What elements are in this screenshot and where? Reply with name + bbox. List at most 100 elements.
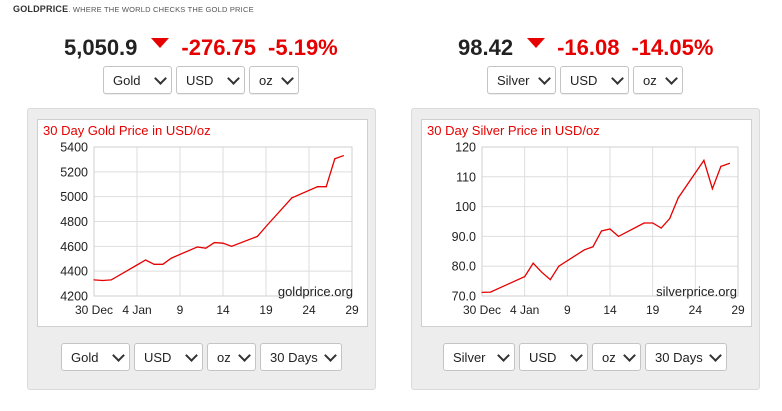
y-tick-label: 5200 — [60, 165, 88, 179]
chevron-down-icon — [227, 71, 240, 85]
x-tick-label: 24 — [689, 303, 703, 317]
data-point — [205, 247, 207, 249]
data-point — [524, 276, 526, 278]
chevron-down-icon — [324, 348, 337, 362]
data-point — [231, 245, 233, 247]
x-tick-label: 4 Jan — [122, 303, 151, 317]
down-triangle-icon — [151, 38, 170, 48]
chevron-down-icon — [709, 348, 722, 362]
chevron-down-icon — [112, 348, 125, 362]
gold-bottom-selects: Gold USD oz 30 Days — [61, 343, 346, 371]
data-point — [532, 262, 534, 264]
data-point — [265, 225, 267, 228]
range-select-value: 30 Days — [655, 349, 703, 365]
data-point — [325, 186, 327, 188]
silver-bottom-selects: Silver USD oz 30 Days — [443, 343, 731, 371]
x-tick-label: 9 — [177, 303, 184, 317]
currency-select[interactable]: USD — [176, 66, 245, 94]
range-select[interactable]: 30 Days — [645, 343, 727, 371]
data-point — [660, 227, 662, 229]
data-point — [617, 235, 620, 237]
y-tick-label: 4800 — [60, 215, 88, 229]
brand-tagline: . WHERE THE WORLD CHECKS THE GOLD PRICE — [68, 5, 254, 14]
x-tick-label: 19 — [259, 303, 273, 317]
currency-select[interactable]: USD — [134, 343, 203, 371]
chart-watermark: silverprice.org — [656, 284, 737, 299]
data-point — [342, 155, 344, 157]
data-point — [609, 228, 611, 230]
gold-ticker: 5,050.9 -276.75 -5.19% — [64, 34, 338, 62]
metal-select[interactable]: Silver — [487, 66, 556, 94]
metal-select[interactable]: Gold — [103, 66, 172, 94]
data-point — [549, 279, 551, 281]
plot-frame — [481, 146, 739, 297]
gold-chart: 30 Day Gold Price in USD/oz 4200 4400 4600… — [37, 119, 368, 327]
x-tick-label: 24 — [302, 303, 316, 317]
data-point — [652, 222, 654, 224]
x-tick-label: 14 — [603, 303, 617, 317]
currency-select[interactable]: USD — [519, 343, 588, 371]
data-point — [110, 279, 112, 281]
y-tick-label: 4400 — [60, 265, 88, 279]
silver-chart: 30 Day Silver Price in USD/oz 70.0 80.0 90… — [421, 119, 752, 327]
data-point — [93, 279, 95, 281]
unit-select[interactable]: oz — [207, 343, 256, 371]
silver-top-selects: Silver USD oz — [487, 66, 687, 94]
data-point — [489, 291, 492, 293]
unit-select[interactable]: oz — [249, 66, 299, 94]
x-tick-label: 29 — [345, 303, 359, 317]
data-point — [317, 186, 319, 188]
y-tick-label: 80.0 — [452, 260, 476, 274]
range-select[interactable]: 30 Days — [260, 343, 342, 371]
chevron-down-icon — [538, 71, 551, 85]
data-point — [102, 279, 104, 282]
silver-change: -16.08 — [557, 35, 620, 60]
metal-select-value: Gold — [71, 349, 99, 365]
x-tick-label: 30 Dec — [75, 303, 113, 317]
unit-select[interactable]: oz — [633, 66, 683, 94]
data-point — [583, 249, 585, 251]
chart-title: 30 Day Gold Price in USD/oz — [43, 123, 211, 138]
currency-select[interactable]: USD — [560, 66, 629, 94]
data-point — [728, 162, 731, 164]
y-tick-label: 4200 — [60, 290, 88, 304]
data-point — [669, 217, 671, 220]
data-point — [196, 246, 198, 248]
gold-change-pct: -5.19% — [268, 35, 338, 60]
metal-select[interactable]: Silver — [443, 343, 515, 371]
unit-select-value: oz — [259, 72, 273, 88]
metal-select-value: Silver — [497, 72, 530, 88]
metal-select[interactable]: Gold — [61, 343, 130, 371]
data-point — [153, 263, 155, 265]
chevron-down-icon — [281, 71, 294, 85]
y-tick-label: 110 — [456, 170, 476, 184]
data-point — [720, 165, 722, 167]
plot-frame — [93, 146, 353, 297]
chevron-down-icon — [238, 348, 251, 362]
brand-header: GOLDPRICE. WHERE THE WORLD CHECKS THE GO… — [13, 4, 254, 14]
gold-price: 5,050.9 — [64, 35, 138, 60]
data-point — [170, 257, 172, 259]
data-point — [558, 265, 560, 267]
data-point — [145, 259, 147, 261]
y-tick-label: 90.0 — [452, 230, 476, 244]
range-select-value: 30 Days — [270, 349, 318, 365]
currency-select-value: USD — [570, 72, 598, 88]
data-point — [213, 242, 215, 244]
chevron-down-icon — [154, 71, 167, 85]
metal-select-value: Silver — [453, 349, 486, 365]
data-point — [541, 271, 543, 273]
chevron-down-icon — [185, 348, 198, 362]
x-tick-label: 30 Dec — [463, 303, 501, 317]
data-point — [256, 235, 258, 237]
chart-title: 30 Day Silver Price in USD/oz — [427, 123, 600, 138]
data-point — [162, 263, 164, 265]
data-point — [334, 158, 336, 160]
data-point — [481, 291, 483, 294]
chevron-down-icon — [611, 71, 624, 85]
unit-select-value: oz — [217, 349, 231, 365]
silver-ticker: 98.42 -16.08 -14.05% — [458, 34, 713, 62]
gold-top-selects: Gold USD oz — [103, 66, 303, 94]
silver-change-pct: -14.05% — [631, 35, 714, 60]
unit-select[interactable]: oz — [592, 343, 641, 371]
